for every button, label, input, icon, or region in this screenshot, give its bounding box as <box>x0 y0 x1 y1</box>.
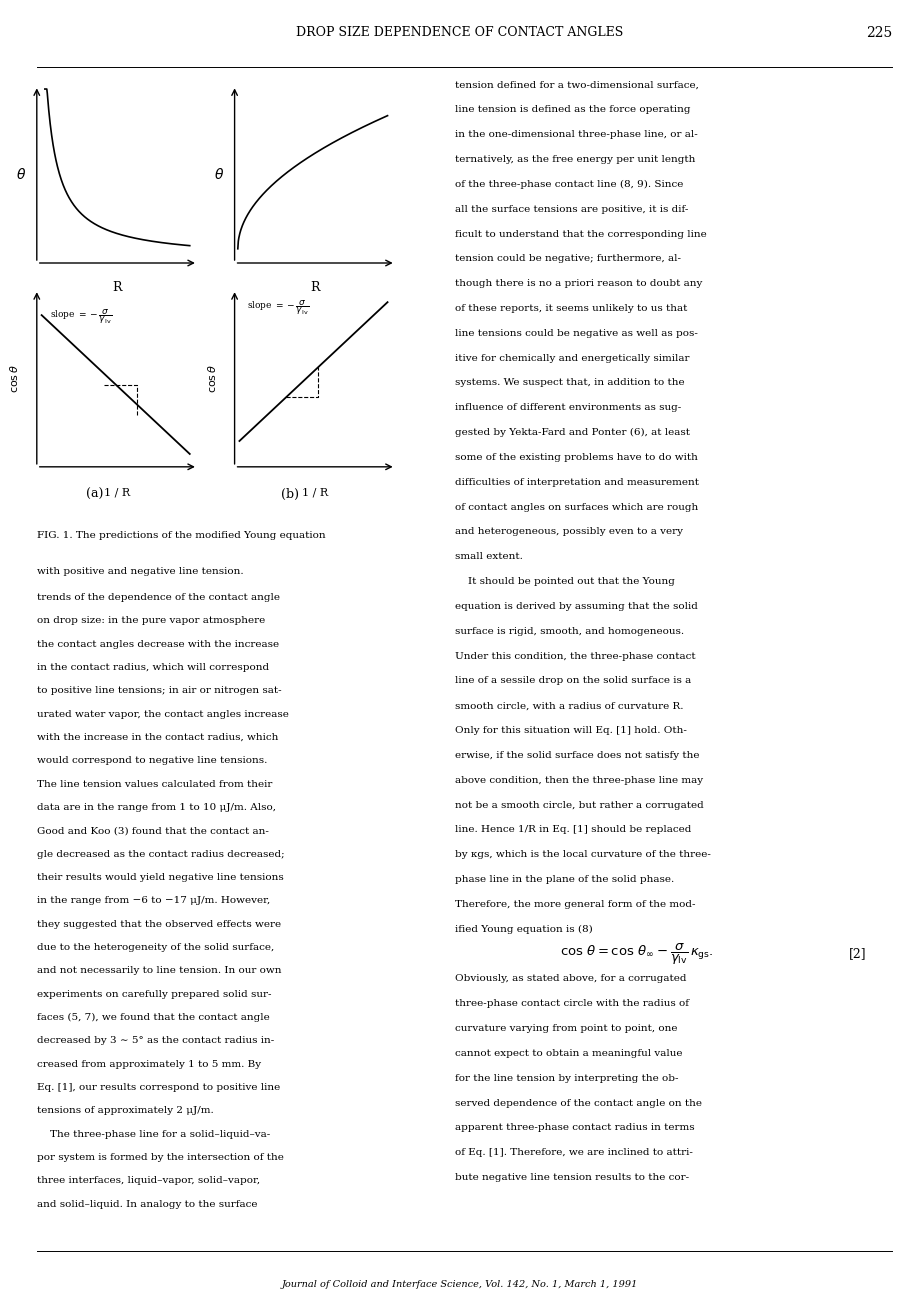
Text: in the one-dimensional three-phase line, or al-: in the one-dimensional three-phase line,… <box>455 130 698 139</box>
Text: not be a smooth circle, but rather a corrugated: not be a smooth circle, but rather a cor… <box>455 801 703 810</box>
Text: tensions of approximately 2 μJ/m.: tensions of approximately 2 μJ/m. <box>37 1106 213 1115</box>
Text: curvature varying from point to point, one: curvature varying from point to point, o… <box>455 1024 677 1034</box>
Text: slope $= -\dfrac{\sigma}{\gamma_{\rm lv}}$: slope $= -\dfrac{\sigma}{\gamma_{\rm lv}… <box>50 308 111 326</box>
Text: R: R <box>112 281 122 295</box>
Text: line. Hence 1/R in Eq. [1] should be replaced: line. Hence 1/R in Eq. [1] should be rep… <box>455 826 691 835</box>
Text: with positive and negative line tension.: with positive and negative line tension. <box>37 567 244 576</box>
Text: gested by Yekta-Fard and Ponter (6), at least: gested by Yekta-Fard and Ponter (6), at … <box>455 429 689 437</box>
Text: Good and Koo (3) found that the contact an-: Good and Koo (3) found that the contact … <box>37 826 268 835</box>
Text: line tension is defined as the force operating: line tension is defined as the force ope… <box>455 105 690 114</box>
Text: their results would yield negative line tensions: their results would yield negative line … <box>37 873 283 882</box>
Text: Therefore, the more general form of the mod-: Therefore, the more general form of the … <box>455 899 695 909</box>
Text: $\cos\theta$: $\cos\theta$ <box>7 363 20 393</box>
Text: It should be pointed out that the Young: It should be pointed out that the Young <box>455 577 675 586</box>
Text: by κgs, which is the local curvature of the three-: by κgs, which is the local curvature of … <box>455 851 710 859</box>
Text: FIG. 1. The predictions of the modified Young equation: FIG. 1. The predictions of the modified … <box>37 531 325 540</box>
Text: ified Young equation is (8): ified Young equation is (8) <box>455 924 593 934</box>
Text: of Eq. [1]. Therefore, we are inclined to attri-: of Eq. [1]. Therefore, we are inclined t… <box>455 1148 693 1157</box>
Text: Only for this situation will Eq. [1] hold. Oth-: Only for this situation will Eq. [1] hol… <box>455 726 686 735</box>
Text: and not necessarily to line tension. In our own: and not necessarily to line tension. In … <box>37 967 281 976</box>
Text: 225: 225 <box>865 26 891 39</box>
Text: to positive line tensions; in air or nitrogen sat-: to positive line tensions; in air or nit… <box>37 686 281 696</box>
Text: ternatively, as the free energy per unit length: ternatively, as the free energy per unit… <box>455 155 695 164</box>
Text: with the increase in the contact radius, which: with the increase in the contact radius,… <box>37 732 278 742</box>
Text: for the line tension by interpreting the ob-: for the line tension by interpreting the… <box>455 1074 678 1082</box>
Text: tension defined for a two-dimensional surface,: tension defined for a two-dimensional su… <box>455 80 698 89</box>
Text: (a): (a) <box>86 488 104 501</box>
Text: influence of different environments as sug-: influence of different environments as s… <box>455 404 681 413</box>
Text: $\theta$: $\theta$ <box>16 167 26 181</box>
Text: por system is formed by the intersection of the: por system is formed by the intersection… <box>37 1153 283 1162</box>
Text: three-phase contact circle with the radius of: three-phase contact circle with the radi… <box>455 999 688 1009</box>
Text: some of the existing problems have to do with: some of the existing problems have to do… <box>455 452 698 462</box>
Text: would correspond to negative line tensions.: would correspond to negative line tensio… <box>37 756 267 765</box>
Text: small extent.: small extent. <box>455 552 523 562</box>
Text: apparent three-phase contact radius in terms: apparent three-phase contact radius in t… <box>455 1123 694 1132</box>
Text: ficult to understand that the corresponding line: ficult to understand that the correspond… <box>455 230 707 238</box>
Text: $\cos\theta$: $\cos\theta$ <box>206 363 218 393</box>
Text: 1 / R: 1 / R <box>301 488 328 497</box>
Text: faces (5, 7), we found that the contact angle: faces (5, 7), we found that the contact … <box>37 1013 269 1022</box>
Text: R: R <box>310 281 320 295</box>
Text: The three-phase line for a solid–liquid–va-: The three-phase line for a solid–liquid–… <box>37 1130 270 1139</box>
Text: of contact angles on surfaces which are rough: of contact angles on surfaces which are … <box>455 502 698 512</box>
Text: surface is rigid, smooth, and homogeneous.: surface is rigid, smooth, and homogeneou… <box>455 627 684 635</box>
Text: Under this condition, the three-phase contact: Under this condition, the three-phase co… <box>455 652 696 660</box>
Text: creased from approximately 1 to 5 mm. By: creased from approximately 1 to 5 mm. By <box>37 1060 261 1069</box>
Text: experiments on carefully prepared solid sur-: experiments on carefully prepared solid … <box>37 990 271 998</box>
Text: smooth circle, with a radius of curvature R.: smooth circle, with a radius of curvatur… <box>455 701 683 710</box>
Text: cannot expect to obtain a meaningful value: cannot expect to obtain a meaningful val… <box>455 1049 682 1057</box>
Text: served dependence of the contact angle on the: served dependence of the contact angle o… <box>455 1098 701 1107</box>
Text: of these reports, it seems unlikely to us that: of these reports, it seems unlikely to u… <box>455 304 687 313</box>
Text: Obviously, as stated above, for a corrugated: Obviously, as stated above, for a corrug… <box>455 974 686 984</box>
Text: Eq. [1], our results correspond to positive line: Eq. [1], our results correspond to posit… <box>37 1084 279 1091</box>
Text: $\cos\,\theta = \cos\,\theta_{\infty} - \dfrac{\sigma}{\gamma_{\rm lv}}\,\kappa_: $\cos\,\theta = \cos\,\theta_{\infty} - … <box>560 942 713 967</box>
Text: of the three-phase contact line (8, 9). Since: of the three-phase contact line (8, 9). … <box>455 180 683 189</box>
Text: they suggested that the observed effects were: they suggested that the observed effects… <box>37 919 280 928</box>
Text: (b): (b) <box>280 488 299 501</box>
Text: and heterogeneous, possibly even to a very: and heterogeneous, possibly even to a ve… <box>455 527 683 537</box>
Text: tension could be negative; furthermore, al-: tension could be negative; furthermore, … <box>455 254 681 263</box>
Text: in the contact radius, which will correspond: in the contact radius, which will corres… <box>37 663 268 672</box>
Text: [2]: [2] <box>848 948 866 960</box>
Text: trends of the dependence of the contact angle: trends of the dependence of the contact … <box>37 593 279 602</box>
Text: bute negative line tension results to the cor-: bute negative line tension results to th… <box>455 1173 688 1182</box>
Text: slope $= -\dfrac{\sigma}{\gamma_{\rm lv}}$: slope $= -\dfrac{\sigma}{\gamma_{\rm lv}… <box>247 299 309 317</box>
Text: urated water vapor, the contact angles increase: urated water vapor, the contact angles i… <box>37 710 289 718</box>
Text: line of a sessile drop on the solid surface is a: line of a sessile drop on the solid surf… <box>455 676 691 685</box>
Text: $\theta$: $\theta$ <box>213 167 223 181</box>
Text: systems. We suspect that, in addition to the: systems. We suspect that, in addition to… <box>455 379 685 388</box>
Text: above condition, then the three-phase line may: above condition, then the three-phase li… <box>455 776 703 785</box>
Text: The line tension values calculated from their: The line tension values calculated from … <box>37 780 272 789</box>
Text: the contact angles decrease with the increase: the contact angles decrease with the inc… <box>37 639 278 648</box>
Text: data are in the range from 1 to 10 μJ/m. Also,: data are in the range from 1 to 10 μJ/m.… <box>37 803 276 811</box>
Text: in the range from −6 to −17 μJ/m. However,: in the range from −6 to −17 μJ/m. Howeve… <box>37 897 270 905</box>
Text: Journal of Colloid and Interface Science, Vol. 142, No. 1, March 1, 1991: Journal of Colloid and Interface Science… <box>281 1279 638 1289</box>
Text: gle decreased as the contact radius decreased;: gle decreased as the contact radius decr… <box>37 849 284 859</box>
Text: phase line in the plane of the solid phase.: phase line in the plane of the solid pha… <box>455 874 674 884</box>
Text: on drop size: in the pure vapor atmosphere: on drop size: in the pure vapor atmosphe… <box>37 617 265 625</box>
Text: due to the heterogeneity of the solid surface,: due to the heterogeneity of the solid su… <box>37 943 274 952</box>
Text: difficulties of interpretation and measurement: difficulties of interpretation and measu… <box>455 477 698 487</box>
Text: three interfaces, liquid–vapor, solid–vapor,: three interfaces, liquid–vapor, solid–va… <box>37 1177 260 1185</box>
Text: though there is no a priori reason to doubt any: though there is no a priori reason to do… <box>455 279 702 288</box>
Text: all the surface tensions are positive, it is dif-: all the surface tensions are positive, i… <box>455 205 688 213</box>
Text: equation is derived by assuming that the solid: equation is derived by assuming that the… <box>455 602 698 611</box>
Text: 1 / R: 1 / R <box>104 488 130 497</box>
Text: decreased by 3 ∼ 5° as the contact radius in-: decreased by 3 ∼ 5° as the contact radiu… <box>37 1036 274 1045</box>
Text: DROP SIZE DEPENDENCE OF CONTACT ANGLES: DROP SIZE DEPENDENCE OF CONTACT ANGLES <box>296 26 623 39</box>
Text: erwise, if the solid surface does not satisfy the: erwise, if the solid surface does not sa… <box>455 751 699 760</box>
Text: itive for chemically and energetically similar: itive for chemically and energetically s… <box>455 354 689 363</box>
Text: and solid–liquid. In analogy to the surface: and solid–liquid. In analogy to the surf… <box>37 1199 257 1208</box>
Text: line tensions could be negative as well as pos-: line tensions could be negative as well … <box>455 329 698 338</box>
